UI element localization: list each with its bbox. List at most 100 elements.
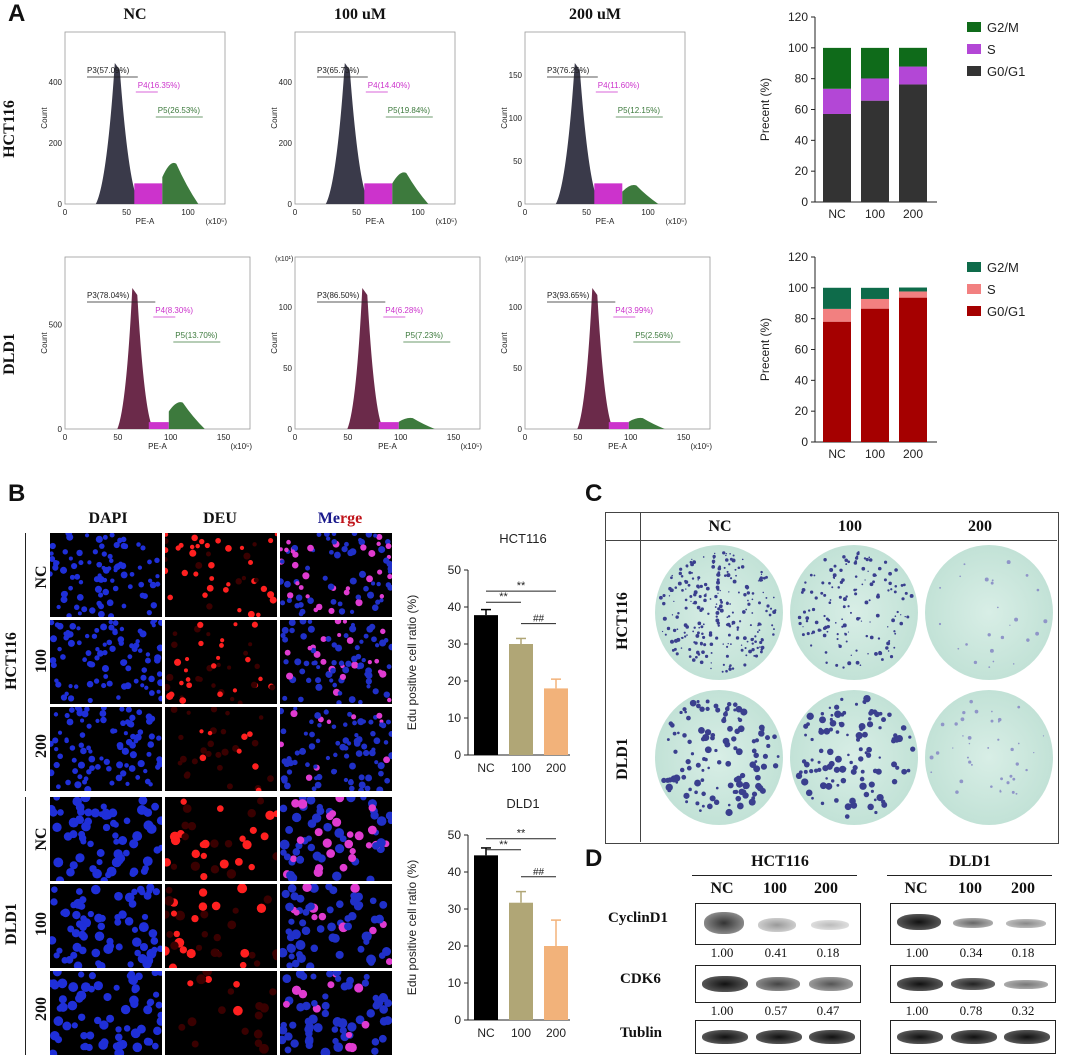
colony-plate [925, 690, 1053, 825]
cell [309, 884, 319, 893]
cell [288, 918, 295, 925]
d-line-hct116 [692, 875, 857, 876]
cell [284, 580, 291, 588]
cell [115, 1026, 122, 1033]
bar [509, 902, 533, 1020]
colony [765, 575, 768, 579]
cell [71, 1022, 78, 1029]
colony [997, 717, 1002, 722]
colony [759, 646, 761, 648]
val-dld-cdk6-100: 0.78 [959, 1003, 983, 1018]
b-col-dapi: DAPI [88, 510, 128, 527]
gate-p5-label: P5(2.56%) [635, 331, 673, 340]
cell [274, 533, 277, 537]
colony [855, 588, 858, 591]
colony [830, 779, 835, 783]
micro-cells [50, 797, 162, 881]
colony [671, 648, 675, 652]
cell [376, 581, 381, 587]
cell [313, 764, 318, 769]
colony [1036, 588, 1040, 592]
cell [302, 572, 310, 580]
cell [281, 889, 290, 899]
colony [798, 621, 802, 626]
cell [184, 771, 191, 778]
cell [269, 988, 277, 996]
cell [198, 902, 208, 911]
colony [840, 697, 844, 701]
cell [100, 803, 107, 810]
colony [732, 579, 737, 584]
colony [811, 607, 816, 612]
cell [165, 858, 171, 867]
val-hct-cyclin-nc: 1.00 [710, 945, 734, 960]
colony [973, 660, 978, 665]
colony [865, 634, 869, 638]
cell [282, 695, 288, 701]
colony [849, 611, 852, 614]
cell [384, 777, 391, 784]
cell [187, 980, 194, 987]
cell [345, 586, 351, 591]
cell [303, 731, 308, 736]
colony [857, 551, 860, 554]
cell [50, 556, 56, 563]
colony [709, 642, 714, 647]
cell [310, 973, 317, 980]
cell [291, 985, 302, 995]
cell [198, 888, 208, 897]
y-tick-label: 0 [801, 195, 808, 209]
panel-letter-c: C [585, 480, 603, 507]
colony [729, 625, 731, 628]
colony [823, 614, 826, 618]
cell [377, 569, 383, 575]
cell [267, 775, 274, 782]
b-col-deu: DEU [203, 510, 237, 527]
colony [750, 637, 754, 642]
colony [738, 718, 743, 723]
cell [376, 712, 383, 719]
cell [316, 803, 323, 811]
cell [91, 884, 101, 895]
colony [859, 782, 867, 790]
cell [152, 991, 160, 998]
cell [76, 549, 83, 557]
cell [189, 549, 197, 557]
cell [314, 828, 323, 837]
colony [715, 603, 718, 605]
cell [137, 953, 148, 964]
colony [840, 777, 847, 784]
cell [379, 598, 384, 603]
cell [385, 719, 391, 725]
cell [286, 769, 293, 775]
cell [50, 620, 55, 626]
cell [129, 714, 136, 721]
legend-swatch [967, 22, 981, 32]
micro-merge [280, 707, 392, 791]
cell [336, 900, 344, 908]
s-phase-fill [134, 183, 163, 204]
colony [904, 615, 906, 618]
cell [143, 1037, 152, 1046]
sig-label: ** [499, 839, 508, 851]
histogram-frame [64, 256, 251, 430]
g2-peak [162, 162, 199, 204]
colony [833, 564, 837, 568]
cell [148, 578, 153, 583]
colony [992, 660, 995, 663]
colony [895, 765, 900, 770]
cell [113, 541, 120, 549]
panel-letter-d: D [585, 845, 603, 872]
cell [323, 533, 330, 537]
colony [699, 706, 705, 712]
panel-c-frame [605, 512, 1059, 844]
colony [683, 631, 686, 634]
legend-label: G2/M [987, 260, 1019, 275]
cell [77, 611, 82, 616]
d-lane-nc-2: NC [904, 880, 928, 897]
cell [255, 787, 262, 791]
cell [197, 621, 204, 628]
colony [751, 612, 754, 614]
colony [823, 558, 827, 562]
micro-cells [280, 797, 392, 881]
